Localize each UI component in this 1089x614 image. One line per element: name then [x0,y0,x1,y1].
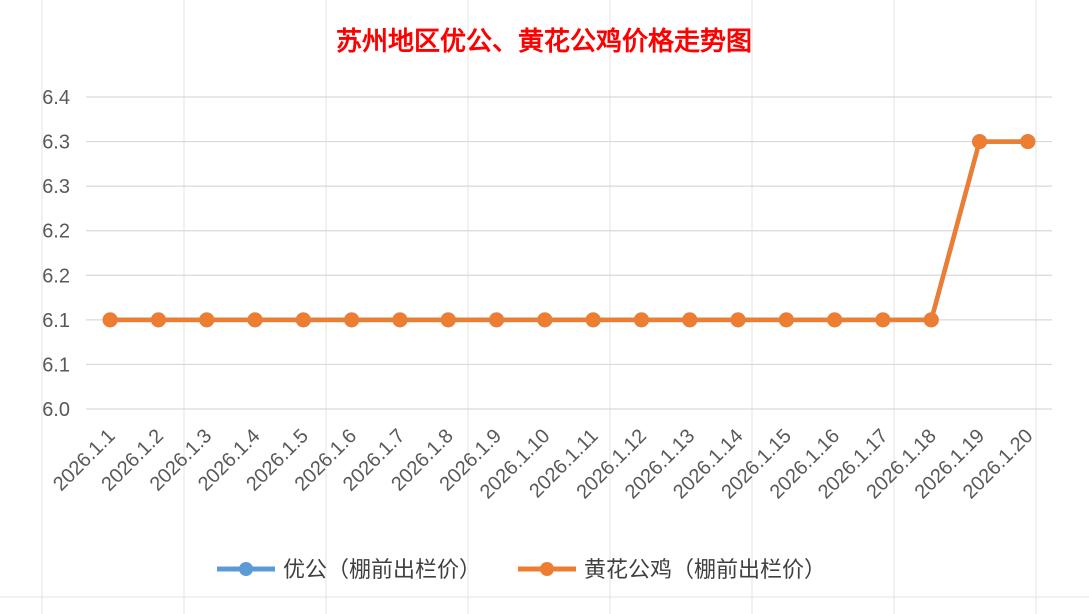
data-point [827,312,843,328]
y-tick-label: 6.1 [42,354,70,376]
data-point [633,312,649,328]
legend-label: 黄花公鸡（棚前出栏价） [584,558,826,583]
data-point [247,312,263,328]
data-point [440,312,456,328]
data-point [489,312,505,328]
data-point [344,312,360,328]
data-point [150,312,166,328]
data-point [102,312,118,328]
data-point [585,312,601,328]
y-tick-label: 6.4 [42,87,70,109]
data-point [923,312,939,328]
legend-item: 黄花公鸡（棚前出栏价） [518,558,826,583]
data-point [199,312,215,328]
data-point [295,312,311,328]
legend-swatch-marker [540,562,554,576]
legend-label: 优公（棚前出栏价） [283,558,481,583]
data-point [1020,134,1036,150]
series-2 [102,134,1036,328]
series-line [110,139,1028,323]
data-point [392,312,408,328]
chart-title: 苏州地区优公、黄花公鸡价格走势图 [336,26,752,57]
y-tick-label: 6.2 [42,221,70,243]
data-point [972,134,988,150]
legend-swatch-marker [239,562,253,576]
y-tick-label: 6.2 [42,265,70,287]
y-tick-label: 6.3 [42,176,70,198]
y-tick-label: 6.0 [42,399,70,421]
data-point [875,312,891,328]
data-point [682,312,698,328]
data-point [730,312,746,328]
data-point [778,312,794,328]
legend-item: 优公（棚前出栏价） [217,558,481,583]
y-tick-label: 6.3 [42,132,70,154]
data-point [537,312,553,328]
y-tick-label: 6.1 [42,310,70,332]
